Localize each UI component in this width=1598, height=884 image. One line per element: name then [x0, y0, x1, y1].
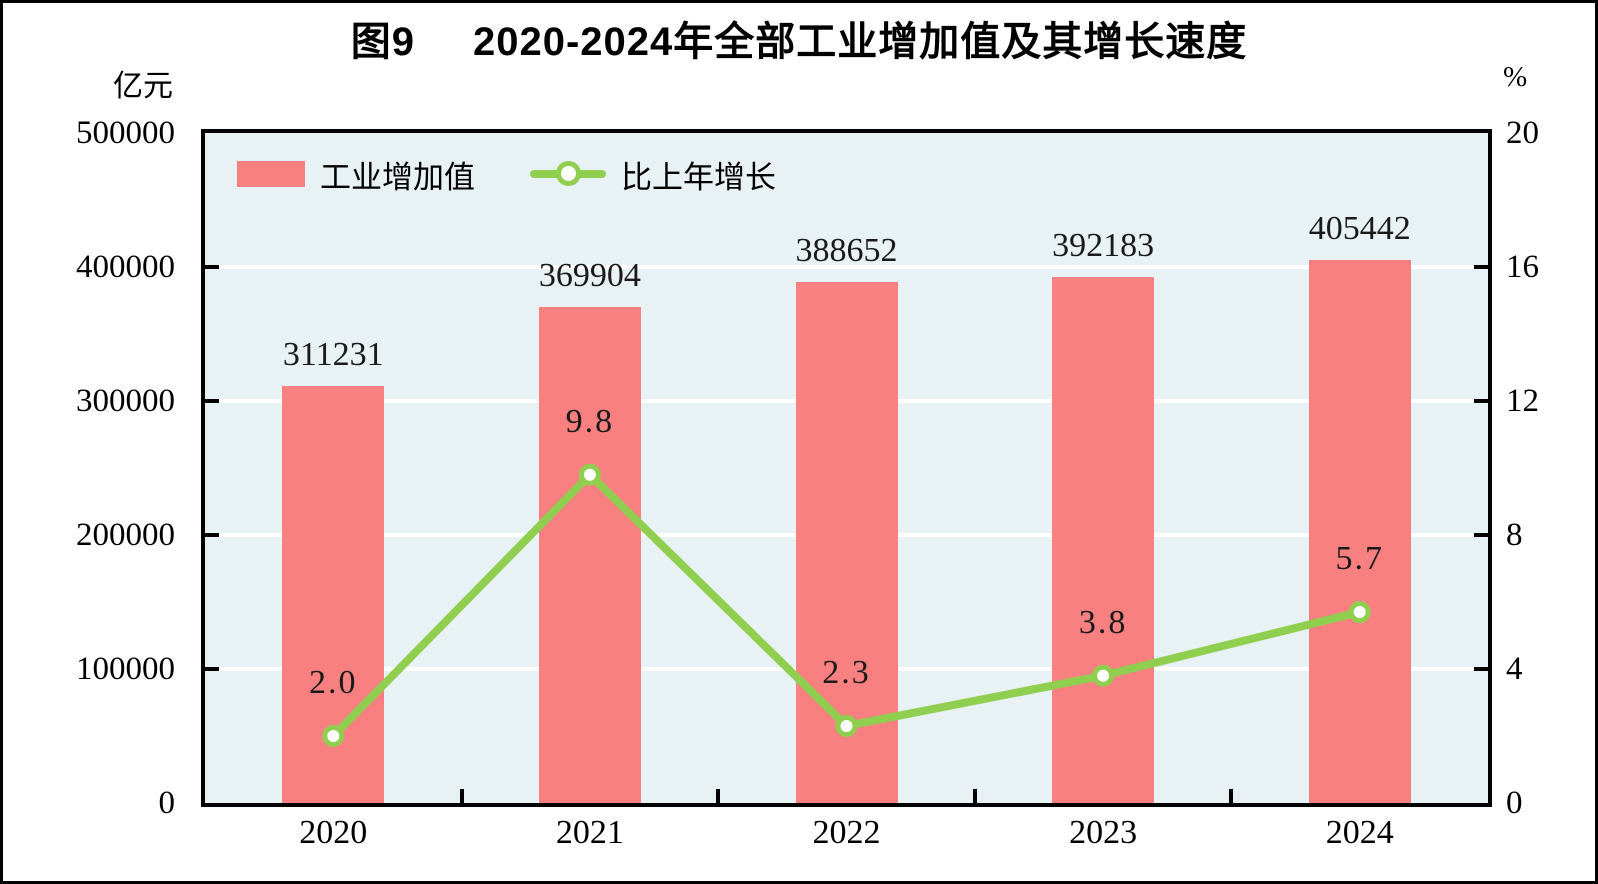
left-axis-label: 100000: [76, 651, 175, 687]
left-axis-label: 300000: [76, 383, 175, 419]
x-axis-label-2020: 2020: [299, 814, 368, 851]
left-axis-label: 200000: [76, 517, 175, 553]
right-axis-tick: [1474, 667, 1488, 671]
left-axis-label: 500000: [76, 115, 175, 151]
plot-area: 311231 369904 388652 392183 405442 2.0 9.8 2.3 3…: [201, 129, 1492, 807]
growth-line: [329, 470, 1364, 740]
bar-2023: [1052, 277, 1155, 803]
legend: 工业增加值 比上年增长: [237, 153, 776, 195]
line-value-label: 2.3: [822, 653, 871, 691]
right-axis-label: 12: [1506, 383, 1539, 419]
right-axis-label: 16: [1506, 249, 1539, 285]
line-value-label: 3.8: [1078, 603, 1128, 641]
chart-title-text: 2020-2024年全部工业增加值及其增长速度: [472, 20, 1248, 64]
chart-title: 图9 2020-2024年全部工业增加值及其增长速度: [3, 9, 1595, 67]
right-axis-label: 0: [1506, 785, 1523, 821]
line-value-label: 5.7: [1335, 540, 1384, 578]
x-axis-tick: [716, 789, 721, 803]
left-axis-tick: [205, 265, 219, 269]
legend-bar-label: 工业增加值: [320, 159, 475, 195]
gridline: [205, 265, 1488, 269]
legend-line-marker-icon: [556, 161, 581, 186]
left-axis-tick: [205, 667, 219, 671]
right-axis-tick: [1474, 533, 1488, 537]
line-marker-2023: [1092, 664, 1115, 687]
right-axis-tick: [1474, 265, 1488, 269]
x-axis-tick: [1229, 789, 1234, 803]
bar-value-label: 311231: [282, 335, 384, 373]
x-axis-tick: [972, 789, 977, 803]
x-axis-label-2022: 2022: [812, 814, 881, 851]
right-axis-tick: [1474, 399, 1488, 403]
bar-value-label: 388652: [795, 232, 898, 270]
figure-number: 图9: [350, 20, 415, 64]
x-axis-label-2021: 2021: [555, 814, 624, 851]
legend-line-label: 比上年增长: [621, 159, 776, 195]
right-axis-label: 8: [1506, 517, 1523, 553]
bar-2024: [1308, 259, 1411, 803]
legend-bar-swatch: [237, 161, 305, 187]
line-value-label: 2.0: [309, 664, 358, 701]
left-axis-unit: 亿元: [113, 70, 173, 103]
line-value-label: 9.8: [565, 402, 615, 440]
right-axis-unit: %: [1503, 61, 1528, 93]
x-axis-tick: [459, 789, 464, 803]
bar-value-label: 392183: [1052, 227, 1155, 265]
left-axis-label: 0: [158, 785, 176, 821]
line-marker-2020: [322, 725, 345, 747]
right-axis-label: 20: [1506, 115, 1539, 151]
line-marker-2022: [835, 714, 858, 737]
left-axis-tick: [205, 399, 219, 403]
x-axis-label-2023: 2023: [1069, 814, 1138, 851]
line-marker-2021: [578, 463, 601, 486]
bar-value-label: 405442: [1308, 209, 1411, 247]
legend-line-sample: [530, 160, 606, 188]
bar-value-label: 369904: [538, 257, 641, 295]
right-axis-label: 4: [1506, 651, 1523, 687]
x-axis-label-2024: 2024: [1325, 814, 1394, 851]
bar-2021: [538, 307, 641, 803]
left-axis-tick: [205, 533, 219, 537]
line-marker-2024: [1348, 601, 1371, 624]
line-series: [322, 463, 1371, 747]
left-axis-label: 400000: [76, 249, 175, 285]
